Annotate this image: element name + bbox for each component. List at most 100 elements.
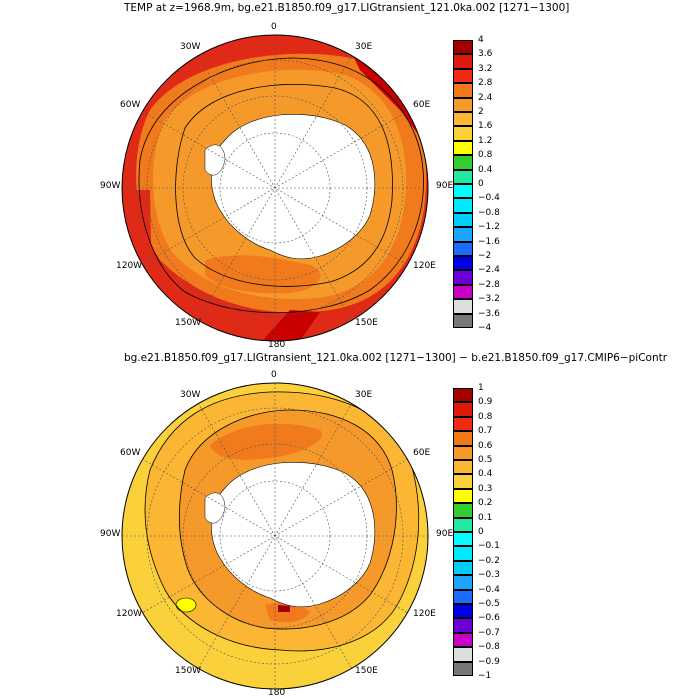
colorbar-swatch	[453, 488, 473, 504]
colorbar-tick-label: −0.7	[478, 627, 500, 638]
lon-label-60e: 60E	[413, 100, 431, 110]
lon-label-30w: 30W	[180, 42, 201, 52]
colorbar-swatch	[453, 632, 473, 648]
colorbar-swatch	[453, 40, 473, 55]
colorbar-swatch	[453, 560, 473, 576]
colorbar-tick-label: −3.2	[478, 294, 500, 305]
colorbar-tick-label: −3.6	[478, 308, 500, 319]
lon-label-0: 0	[271, 22, 277, 32]
lon-label-180: 180	[268, 688, 286, 698]
colorbar-swatch	[453, 155, 473, 170]
colorbar-tick-label: −1.2	[478, 222, 500, 233]
lon-label-180: 180	[268, 340, 286, 350]
colorbar-tick-label: 3.6	[478, 49, 493, 60]
colorbar-tick-label: 2.8	[478, 78, 493, 89]
colorbar-swatch	[453, 299, 473, 314]
colorbar-swatch	[453, 402, 473, 417]
colorbar-swatch	[453, 474, 473, 489]
colorbar-swatch	[453, 517, 473, 532]
lon-label-90w: 90W	[100, 529, 121, 539]
temperature-difference-field	[122, 383, 428, 689]
colorbar-tick-label: −0.4	[478, 193, 500, 204]
lon-label-120w: 120W	[116, 261, 143, 271]
colorbar-swatch	[453, 256, 473, 271]
colorbar-tick-label: −0.3	[478, 570, 500, 581]
colorbar-tick-label: 0.8	[478, 411, 493, 422]
colorbar-swatch	[453, 503, 473, 518]
colorbar-tick-label: 0.4	[478, 469, 493, 480]
lon-label-30e: 30E	[355, 390, 373, 400]
colorbar-tick-label: 0.1	[478, 512, 493, 523]
lon-label-90e: 90E	[436, 529, 454, 539]
colorbar-panel-2: 1 0.9 0.8 0.7 0.6 0.5 0.4 0.3 0.2 0.1 0 −0.1 −0.2 −0.…	[453, 383, 513, 681]
colorbar-swatch	[453, 212, 473, 228]
colorbar-tick-label: −1.6	[478, 236, 500, 247]
lon-label-90w: 90W	[100, 181, 121, 191]
colorbar-swatch	[453, 604, 473, 619]
title-panel-2: bg.e21.B1850.f09_g17.LIGtransient_121.0k…	[124, 352, 668, 364]
colorbar-tick-label: 1.6	[478, 121, 493, 132]
colorbar-swatch	[453, 416, 473, 432]
colorbar-tick-label: 0.5	[478, 455, 493, 465]
lon-label-150w: 150W	[175, 666, 202, 676]
colorbar-tick-label: −1	[478, 671, 492, 681]
colorbar-tick-label: 1	[478, 383, 484, 393]
temperature-field-1	[122, 35, 428, 341]
colorbar-tick-label: −0.8	[478, 207, 500, 218]
colorbar-swatch	[453, 227, 473, 242]
lon-label-60w: 60W	[120, 100, 141, 110]
colorbar-swatch	[453, 140, 473, 156]
colorbar-tick-label: −4	[478, 323, 492, 333]
colorbar-swatch	[453, 112, 473, 127]
colorbar-tick-label: 0.8	[478, 150, 493, 161]
colorbar-tick-label: −0.8	[478, 642, 500, 653]
lon-label-0: 0	[271, 370, 277, 380]
colorbar-swatch	[453, 532, 473, 547]
colorbar-swatch	[453, 313, 473, 328]
colorbar-swatch	[453, 647, 473, 662]
colorbar-tick-label: 0.4	[478, 164, 493, 175]
colorbar-tick-label: 0.6	[478, 440, 493, 451]
colorbar-tick-label: −0.6	[478, 613, 500, 624]
colorbar-tick-label: 0.9	[478, 397, 493, 408]
colorbar-swatch	[453, 126, 473, 141]
colorbar-swatch	[453, 284, 473, 300]
colorbar-swatch	[453, 546, 473, 561]
lon-label-150e: 150E	[355, 666, 378, 676]
colorbar-tick-label: −0.4	[478, 584, 500, 595]
colorbar-panel-1: 4 3.6 3.2 2.8 2.4 2 1.6 1.2 0.8 0.4 0 −0.4 −0.8 −1.2 −…	[453, 35, 513, 333]
colorbar-swatch	[453, 431, 473, 446]
colorbar-tick-label: 0.2	[478, 498, 493, 509]
colorbar-swatch	[453, 169, 473, 184]
colorbar-tick-label: −2	[478, 251, 492, 261]
colorbar-swatch	[453, 241, 473, 256]
lon-label-90e: 90E	[436, 181, 454, 191]
lon-label-120e: 120E	[413, 261, 436, 271]
lon-label-30w: 30W	[180, 390, 201, 400]
colorbar-tick-label: −0.9	[478, 656, 500, 667]
title-panel-1: TEMP at z=1968.9m, bg.e21.B1850.f09_g17.…	[124, 2, 570, 14]
colorbar-tick-label: −2.8	[478, 279, 500, 290]
colorbar-swatch	[453, 270, 473, 285]
colorbar-swatch	[453, 83, 473, 98]
colorbar-tick-label: 2.4	[478, 92, 493, 103]
lon-label-30e: 30E	[355, 42, 373, 52]
colorbar-tick-label: −0.2	[478, 555, 500, 566]
colorbar-swatch	[453, 589, 473, 604]
lon-label-150w: 150W	[175, 318, 202, 328]
colorbar-tick-label: 0.3	[478, 483, 493, 494]
lon-label-60e: 60E	[413, 448, 431, 458]
colorbar-swatch	[453, 661, 473, 676]
lon-label-120e: 120E	[413, 609, 436, 619]
colorbar-tick-label: 3.2	[478, 63, 493, 74]
colorbar-tick-label: 2	[478, 107, 484, 117]
colorbar-swatch	[453, 445, 473, 460]
colorbar-swatch	[453, 618, 473, 633]
colorbar-tick-label: 0.7	[478, 426, 493, 437]
colorbar-swatch	[453, 388, 473, 403]
colorbar-swatch	[453, 97, 473, 112]
colorbar-swatch	[453, 198, 473, 213]
colorbar-tick-label: 0	[478, 527, 484, 537]
lon-label-60w: 60W	[120, 448, 141, 458]
